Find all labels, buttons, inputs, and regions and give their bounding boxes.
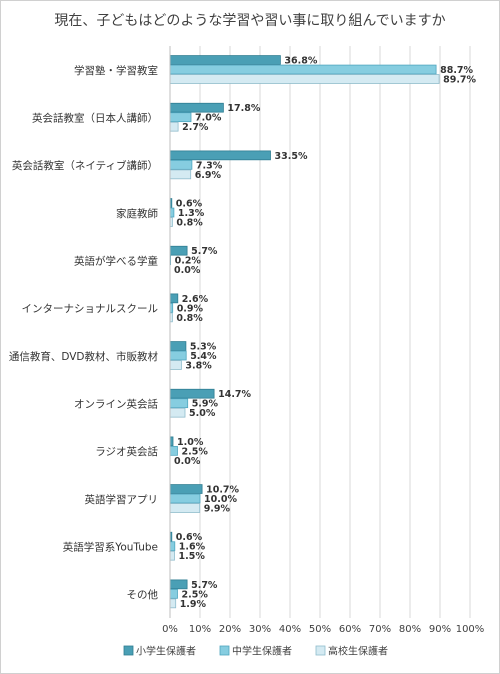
data-label: 2.7%: [182, 122, 209, 133]
bar: [169, 598, 177, 609]
legend-label: 高校生保護者: [328, 645, 388, 658]
x-tick-label: 10%: [189, 624, 211, 635]
x-tick-label: 0%: [162, 624, 178, 635]
category-label: 家庭教師: [116, 207, 158, 220]
data-label: 0.0%: [174, 456, 201, 467]
chart-title: 現在、子どもはどのような学習や習い事に取り組んでいますか: [54, 13, 446, 29]
data-label: 1.5%: [179, 551, 206, 562]
legend-swatch: [219, 645, 230, 656]
bar: [169, 150, 271, 161]
data-label: 0.6%: [176, 198, 203, 209]
data-label: 7.0%: [195, 113, 222, 124]
data-label: 5.0%: [189, 408, 216, 419]
data-label: 0.8%: [176, 313, 203, 324]
x-tick-label: 100%: [456, 624, 485, 635]
x-tick-label: 20%: [219, 624, 241, 635]
category-label: 英会話教室（日本人講師）: [32, 112, 158, 125]
bar: [169, 407, 186, 418]
bar: [169, 245, 188, 256]
x-tick-label: 60%: [339, 624, 361, 635]
bar: [169, 579, 188, 590]
bar: [169, 293, 179, 304]
data-label: 6.9%: [195, 170, 222, 181]
bar: [169, 112, 192, 123]
bar: [169, 64, 437, 75]
bar: [169, 589, 178, 599]
data-label: 0.2%: [175, 256, 202, 267]
bar: [169, 74, 440, 84]
data-label: 5.3%: [190, 341, 217, 352]
data-label: 5.7%: [191, 580, 218, 591]
bar: [169, 350, 187, 361]
bar: [169, 398, 189, 409]
data-label: 5.7%: [191, 246, 218, 257]
category-label: 通信教育、DVD教材、市販教材: [9, 350, 159, 363]
data-label: 2.5%: [182, 589, 209, 600]
category-label: 学習塾・学習教室: [74, 64, 158, 77]
x-tick-label: 40%: [279, 624, 301, 635]
data-label: 0.8%: [176, 217, 203, 228]
category-label: 英語学習系YouTube: [63, 541, 158, 554]
category-label: その他: [127, 588, 159, 601]
data-label: 88.7%: [440, 65, 473, 76]
bar: [169, 541, 176, 552]
data-label: 89.7%: [443, 74, 476, 85]
legend-label: 小学生保護者: [136, 645, 196, 658]
data-label: 5.4%: [190, 351, 217, 362]
bar: [169, 493, 201, 504]
data-label: 5.9%: [192, 399, 219, 410]
data-label: 3.8%: [185, 360, 212, 371]
bar: [169, 446, 178, 456]
data-label: 10.7%: [206, 484, 239, 495]
data-label: 2.6%: [182, 294, 209, 305]
data-label: 1.0%: [177, 437, 204, 448]
data-label: 1.9%: [180, 599, 207, 610]
bar: [169, 484, 203, 494]
data-label: 36.8%: [284, 55, 317, 66]
data-label: 1.6%: [179, 542, 206, 553]
data-label: 0.6%: [176, 532, 203, 543]
bar: [169, 160, 193, 170]
bar: [169, 169, 192, 180]
category-label: 英会話教室（ネイティブ講師）: [12, 159, 158, 172]
bar: [169, 503, 201, 513]
data-label: 9.9%: [204, 503, 231, 514]
x-tick-label: 50%: [309, 624, 331, 635]
bar: [169, 388, 215, 399]
legend-swatch: [315, 645, 326, 656]
bar: [169, 207, 175, 218]
category-label: ラジオ英会話: [95, 445, 158, 458]
bar: [169, 550, 175, 561]
category-label: オンライン英会話: [74, 398, 158, 411]
x-tick-label: 70%: [369, 624, 391, 635]
x-tick-label: 80%: [399, 624, 421, 635]
data-label: 33.5%: [275, 151, 308, 162]
data-label: 10.0%: [204, 494, 237, 505]
category-label: 英語が学べる学童: [74, 255, 158, 268]
data-label: 2.5%: [182, 446, 209, 457]
legend-label: 中学生保護者: [232, 645, 292, 658]
category-label: インターナショナルスクール: [22, 303, 159, 315]
data-label: 7.3%: [196, 160, 223, 171]
data-label: 0.9%: [177, 303, 204, 314]
bar: [169, 341, 187, 351]
x-tick-label: 30%: [249, 624, 271, 635]
category-label: 英語学習アプリ: [85, 493, 159, 506]
bar: [169, 102, 224, 113]
bar: [169, 55, 281, 65]
bar: [169, 360, 182, 370]
data-label: 1.3%: [178, 208, 205, 219]
bar: [169, 121, 179, 132]
x-tick-label: 90%: [429, 624, 451, 635]
legend-swatch: [123, 645, 134, 656]
data-label: 14.7%: [218, 389, 251, 400]
data-label: 0.0%: [174, 265, 201, 276]
data-label: 17.8%: [227, 103, 260, 114]
